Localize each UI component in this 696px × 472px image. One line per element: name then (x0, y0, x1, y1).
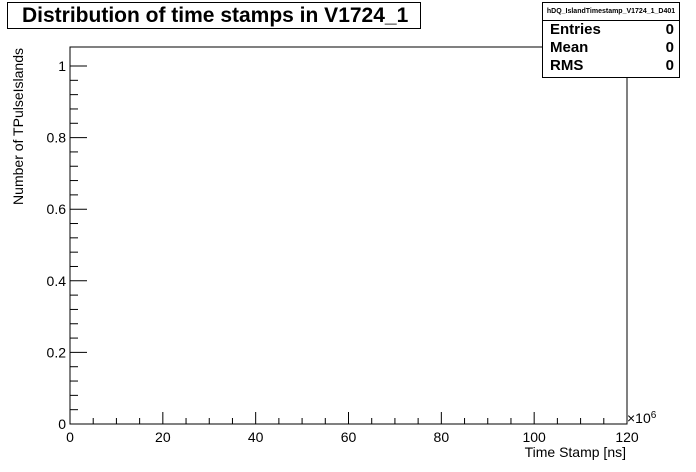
stats-label: Entries (550, 21, 601, 38)
stats-row-entries: Entries 0 (543, 21, 679, 39)
y-tick-label: 0.2 (47, 344, 67, 360)
x-tick-label: 40 (248, 429, 264, 445)
y-tick-label: 0.6 (47, 201, 67, 217)
stats-label: Mean (550, 39, 589, 56)
stats-value: 0 (665, 21, 674, 38)
x-tick-label: 120 (615, 429, 639, 445)
x-tick-label: 20 (155, 429, 171, 445)
y-axis-title: Number of TPulseIslands (10, 48, 26, 205)
y-tick-label: 0 (58, 416, 66, 432)
stats-box: hDQ_IslandTimestamp_V1724_1_D401 Entries… (542, 2, 680, 78)
y-tick-label: 0.8 (47, 130, 67, 146)
stats-value: 0 (665, 39, 674, 56)
y-tick-label: 0.4 (47, 273, 67, 289)
x-axis-ticks (69, 412, 628, 424)
stats-row-mean: Mean 0 (543, 39, 679, 57)
chart-title: Distribution of time stamps in V1724_1 (7, 2, 421, 29)
x-tick-label: 100 (522, 429, 546, 445)
x-tick-label: 80 (434, 429, 450, 445)
stats-histogram-name: hDQ_IslandTimestamp_V1724_1_D401 (543, 3, 679, 21)
x-axis-multiplier: ×106 (627, 410, 657, 426)
stats-row-rms: RMS 0 (543, 57, 679, 75)
x-axis-tick-labels: 0 20 40 60 80 100 120 (66, 429, 639, 445)
y-axis-ticks (70, 65, 87, 425)
x-tick-label: 60 (341, 429, 357, 445)
stats-label: RMS (550, 57, 584, 74)
plot-frame (69, 46, 628, 425)
y-axis-tick-labels: 0 0.2 0.4 0.6 0.8 1 (47, 58, 67, 432)
y-tick-label: 1 (58, 58, 66, 74)
stats-value: 0 (665, 57, 674, 74)
x-axis-title: Time Stamp [ns] (525, 444, 626, 460)
x-tick-label: 0 (66, 429, 74, 445)
